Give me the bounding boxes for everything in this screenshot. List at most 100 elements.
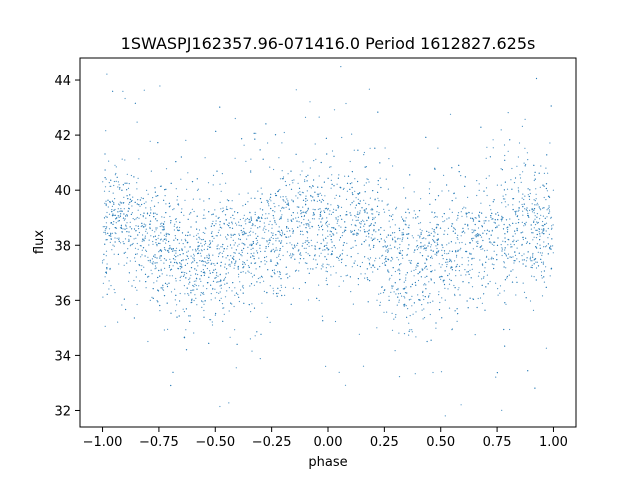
- data-point: [212, 213, 214, 215]
- data-point: [254, 213, 256, 216]
- data-point: [485, 187, 488, 189]
- data-point: [406, 272, 408, 274]
- data-point: [390, 215, 392, 217]
- data-point: [385, 260, 388, 262]
- data-point: [118, 188, 121, 190]
- data-point: [109, 201, 111, 203]
- data-point: [196, 304, 198, 306]
- data-point: [297, 182, 299, 184]
- data-point: [122, 241, 124, 243]
- data-point: [535, 246, 537, 248]
- data-point: [126, 227, 128, 229]
- data-point: [377, 197, 379, 199]
- data-point: [352, 303, 354, 305]
- data-point: [168, 266, 170, 268]
- data-point: [243, 231, 246, 233]
- data-point: [367, 178, 369, 181]
- data-point: [482, 264, 484, 266]
- data-point: [120, 227, 123, 229]
- data-point: [373, 238, 375, 240]
- data-point: [524, 224, 527, 226]
- data-point: [481, 245, 483, 247]
- data-point: [219, 285, 221, 287]
- data-point: [251, 244, 253, 246]
- data-point: [190, 274, 192, 276]
- data-point: [203, 316, 205, 318]
- data-point: [151, 262, 153, 264]
- data-point: [180, 211, 182, 213]
- data-point: [542, 263, 545, 265]
- data-point: [533, 174, 536, 176]
- data-point: [415, 284, 417, 286]
- data-point: [122, 184, 124, 186]
- data-point: [368, 244, 370, 246]
- data-point: [435, 322, 437, 324]
- data-point: [373, 218, 375, 220]
- data-point: [310, 268, 312, 270]
- data-point: [436, 216, 438, 218]
- data-point: [545, 187, 548, 190]
- data-point: [122, 228, 124, 230]
- data-point: [105, 203, 107, 205]
- data-point: [372, 213, 374, 215]
- data-point: [326, 209, 329, 211]
- data-point: [535, 77, 538, 80]
- data-point: [493, 267, 495, 270]
- data-point: [249, 234, 251, 236]
- data-point: [533, 221, 535, 223]
- data-point: [507, 257, 509, 259]
- data-point: [322, 217, 324, 219]
- data-point: [273, 168, 275, 171]
- data-point: [165, 212, 167, 214]
- data-point: [368, 259, 370, 261]
- data-point: [386, 245, 389, 247]
- data-point: [169, 205, 171, 207]
- data-point: [104, 325, 106, 327]
- data-point: [402, 228, 404, 230]
- data-point: [197, 265, 199, 267]
- data-point: [325, 221, 327, 224]
- data-point: [303, 258, 305, 260]
- data-point: [307, 299, 310, 301]
- data-point: [306, 232, 309, 234]
- data-point: [326, 220, 328, 222]
- data-point: [485, 261, 487, 263]
- data-point: [126, 215, 128, 217]
- data-point: [517, 187, 519, 189]
- data-point: [159, 310, 161, 312]
- data-point: [532, 309, 535, 311]
- data-point: [410, 286, 412, 288]
- data-point: [206, 262, 208, 264]
- data-point: [262, 158, 264, 160]
- data-point: [234, 157, 236, 159]
- data-point: [392, 219, 394, 221]
- data-point: [464, 185, 466, 187]
- data-point: [383, 211, 386, 213]
- data-point: [137, 209, 139, 211]
- data-point: [425, 136, 427, 138]
- data-point: [504, 345, 506, 347]
- data-point: [512, 222, 514, 224]
- data-point: [266, 217, 268, 219]
- data-point: [263, 227, 265, 229]
- data-point: [180, 275, 182, 277]
- data-point: [323, 181, 325, 183]
- data-point: [548, 209, 551, 211]
- data-point: [500, 244, 502, 246]
- data-point: [423, 298, 425, 301]
- data-point: [179, 226, 181, 229]
- data-point: [152, 263, 154, 265]
- data-point: [102, 181, 104, 183]
- data-point: [377, 239, 379, 241]
- data-point: [321, 224, 323, 226]
- data-point: [124, 97, 126, 100]
- data-point: [546, 154, 548, 156]
- data-point: [477, 242, 479, 244]
- data-point: [360, 221, 362, 223]
- data-point: [530, 224, 532, 226]
- data-point: [326, 224, 328, 226]
- data-point: [146, 189, 148, 191]
- data-point: [128, 280, 130, 282]
- data-point: [437, 224, 439, 226]
- data-point: [531, 232, 533, 234]
